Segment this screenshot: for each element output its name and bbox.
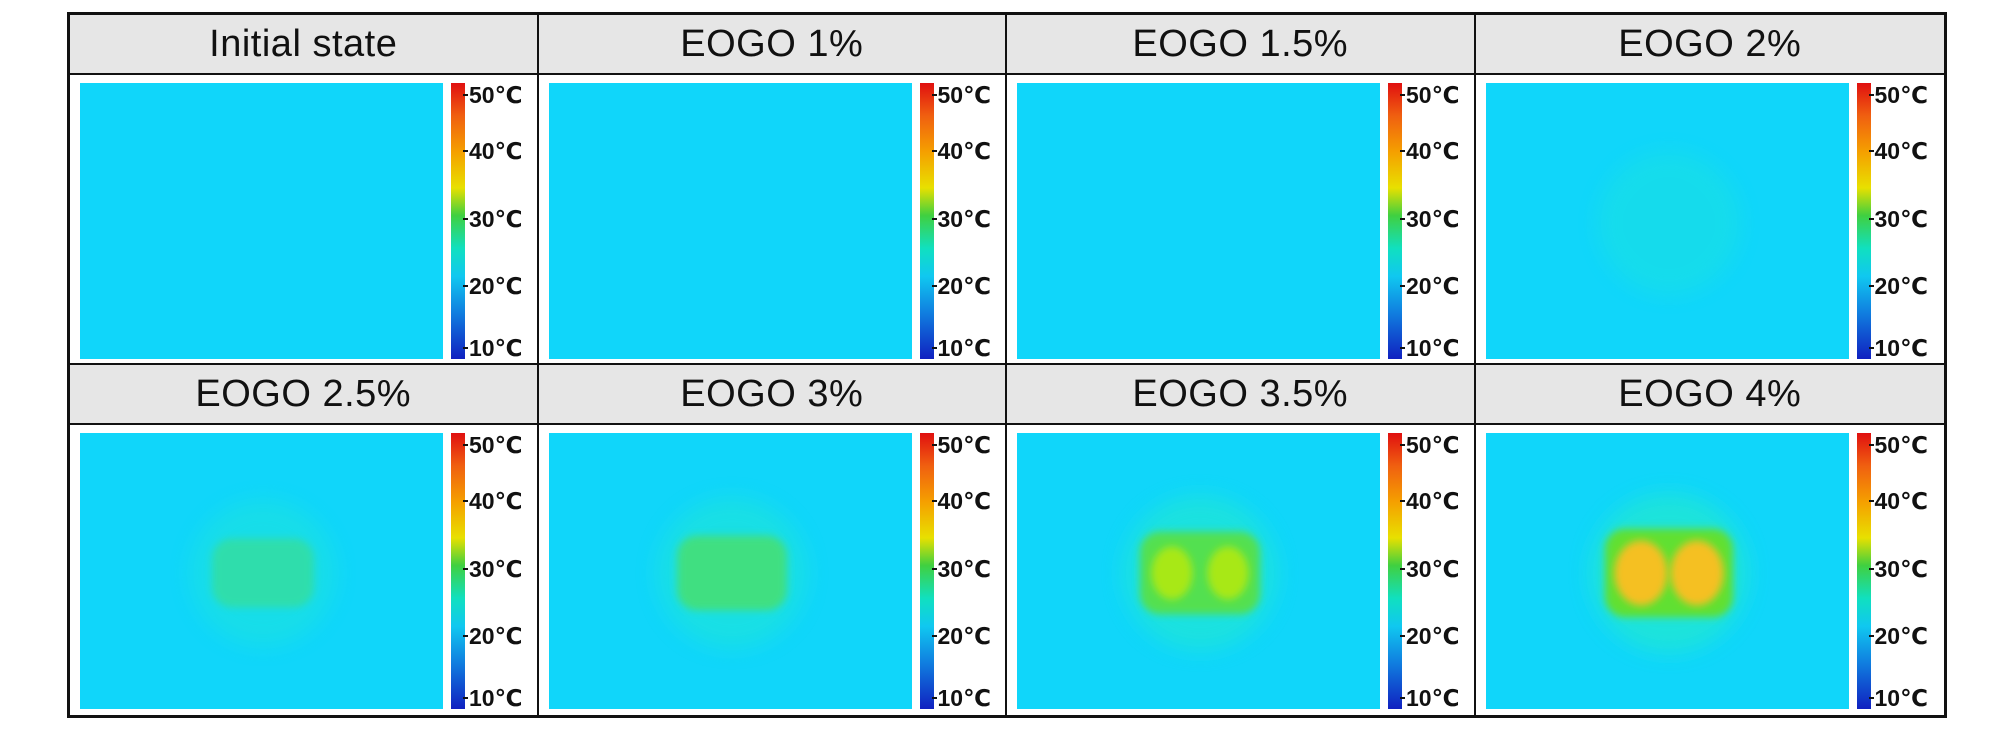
panel-eogo-2: 50℃ 40℃ 30℃ 20℃ 10℃: [1475, 75, 1944, 365]
scale-label-40: 40℃: [1399, 138, 1460, 164]
scale-label-10: 10℃: [1399, 685, 1460, 711]
scale-label-10: 10℃: [1399, 335, 1460, 361]
scale-label-40: 40℃: [1868, 138, 1928, 164]
scale-label-10: 10℃: [462, 685, 523, 711]
heat-hot-spot: [1207, 546, 1249, 600]
scale-label-40: 40℃: [1399, 488, 1460, 514]
heat-warm-zone: [676, 535, 787, 611]
scale-label-50: 50℃: [1399, 82, 1460, 108]
thermal-image-grid: Initial state EOGO 1% EOGO 1.5% EOGO 2% …: [67, 12, 1947, 718]
thermal-image: [1485, 433, 1849, 709]
scale-label-20: 20℃: [1868, 623, 1928, 649]
panel-initial: 50℃ 40℃ 30℃ 20℃ 10℃: [70, 75, 539, 365]
thermal-image: [80, 433, 443, 709]
thermal-background: [548, 83, 912, 359]
panel-eogo-1: 50℃ 40℃ 30℃ 20℃ 10℃: [538, 75, 1007, 365]
scale-label-20: 20℃: [1868, 273, 1928, 299]
heat-hot-spot: [1614, 540, 1667, 606]
panel-header-eogo-1: EOGO 1%: [538, 15, 1007, 75]
scale-label-10: 10℃: [931, 335, 991, 361]
heat-halo: [1597, 151, 1740, 295]
temperature-color-scale: [451, 83, 465, 359]
scale-label-40: 40℃: [1868, 488, 1928, 514]
panel-eogo-3-5: 50℃ 40℃ 30℃ 20℃ 10℃: [1007, 425, 1476, 715]
thermal-image: [1017, 433, 1380, 709]
scale-label-40: 40℃: [931, 138, 991, 164]
scale-label-10: 10℃: [931, 685, 991, 711]
heat-hot-spot: [1151, 546, 1193, 600]
scale-label-20: 20℃: [462, 623, 523, 649]
thermal-background: [80, 83, 443, 359]
scale-label-40: 40℃: [462, 138, 523, 164]
scale-label-50: 50℃: [931, 432, 991, 458]
panel-header-eogo-2-5: EOGO 2.5%: [70, 365, 539, 425]
scale-label-30: 30℃: [1399, 556, 1460, 582]
scale-label-20: 20℃: [931, 623, 991, 649]
heat-hot-spot: [1670, 540, 1723, 606]
scale-label-30: 30℃: [931, 206, 991, 232]
scale-label-30: 30℃: [462, 206, 523, 232]
temperature-color-scale: [1388, 433, 1402, 709]
scale-label-10: 10℃: [1868, 685, 1928, 711]
scale-label-40: 40℃: [462, 488, 523, 514]
scale-label-30: 30℃: [462, 556, 523, 582]
thermal-background: [1017, 83, 1380, 359]
scale-label-50: 50℃: [1868, 432, 1928, 458]
temperature-color-scale: [919, 433, 934, 709]
scale-label-20: 20℃: [931, 273, 991, 299]
scale-label-20: 20℃: [462, 273, 523, 299]
scale-label-10: 10℃: [462, 335, 523, 361]
panel-header-eogo-1-5: EOGO 1.5%: [1007, 15, 1476, 75]
panel-eogo-2-5: 50℃ 40℃ 30℃ 20℃ 10℃: [70, 425, 539, 715]
scale-label-50: 50℃: [1399, 432, 1460, 458]
thermal-image: [548, 433, 912, 709]
temperature-color-scale: [1388, 83, 1402, 359]
panel-eogo-1-5: 50℃ 40℃ 30℃ 20℃ 10℃: [1007, 75, 1476, 365]
thermal-image: [548, 83, 912, 359]
scale-label-50: 50℃: [462, 432, 523, 458]
temperature-color-scale: [1856, 83, 1871, 359]
scale-label-50: 50℃: [462, 82, 523, 108]
scale-label-30: 30℃: [1399, 206, 1460, 232]
panel-header-initial: Initial state: [70, 15, 539, 75]
temperature-color-scale: [1856, 433, 1871, 709]
scale-label-30: 30℃: [931, 556, 991, 582]
temperature-color-scale: [919, 83, 934, 359]
heat-warm-zone: [212, 538, 314, 608]
scale-label-50: 50℃: [1868, 82, 1928, 108]
thermal-image: [80, 83, 443, 359]
scale-label-20: 20℃: [1399, 273, 1460, 299]
scale-label-10: 10℃: [1868, 335, 1928, 361]
scale-label-30: 30℃: [1868, 556, 1928, 582]
scale-label-30: 30℃: [1868, 206, 1928, 232]
thermal-image: [1017, 83, 1380, 359]
panel-header-eogo-4: EOGO 4%: [1475, 365, 1944, 425]
scale-label-50: 50℃: [931, 82, 991, 108]
panel-header-eogo-2: EOGO 2%: [1475, 15, 1944, 75]
panel-header-eogo-3-5: EOGO 3.5%: [1007, 365, 1476, 425]
panel-eogo-4: 50℃ 40℃ 30℃ 20℃ 10℃: [1475, 425, 1944, 715]
temperature-color-scale: [451, 433, 465, 709]
thermal-image: [1485, 83, 1849, 359]
scale-label-40: 40℃: [931, 488, 991, 514]
scale-label-20: 20℃: [1399, 623, 1460, 649]
panel-header-eogo-3: EOGO 3%: [538, 365, 1007, 425]
panel-eogo-3: 50℃ 40℃ 30℃ 20℃ 10℃: [538, 425, 1007, 715]
